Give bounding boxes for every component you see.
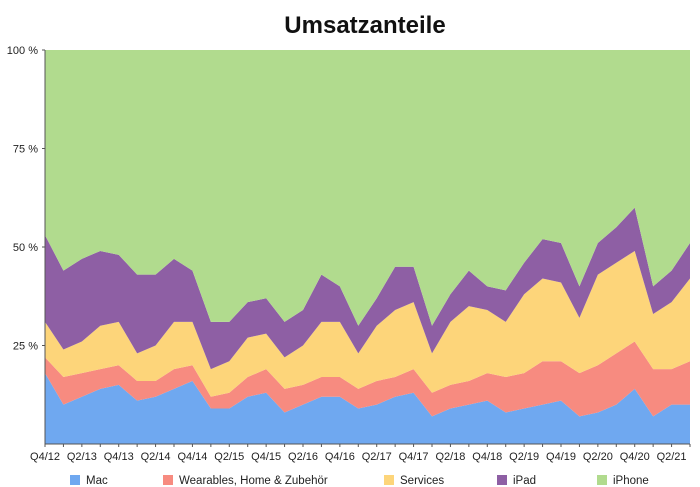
x-tick-label: Q4/13	[104, 451, 134, 463]
legend-swatch	[384, 475, 394, 485]
area-iphone	[45, 50, 690, 326]
legend-item-ipad: iPad	[497, 475, 536, 487]
legend: Mac Wearables, Home & Zubehör Services iPad…	[70, 475, 649, 487]
x-tick-label: Q4/16	[325, 451, 355, 463]
x-tick-label: Q2/20	[583, 451, 613, 463]
area-services	[45, 250, 690, 397]
area-wearables-home-zubeh-r	[45, 341, 690, 417]
x-tick-label: Q4/14	[177, 451, 207, 463]
legend-label: Wearables, Home & Zubehör	[179, 475, 328, 487]
legend-item-mac: Mac	[70, 475, 108, 487]
legend-label: iPhone	[613, 475, 649, 487]
y-tick-labels: 100 % 75 % 50 % 25 %	[7, 45, 38, 353]
legend-item-services: Services	[384, 475, 444, 487]
y-tick-label: 75 %	[13, 144, 38, 156]
x-tick-label: Q4/12	[30, 451, 60, 463]
area-layers	[45, 50, 690, 444]
y-tick-label: 50 %	[13, 242, 38, 254]
legend-item-wearables-home-zubeh-r: Wearables, Home & Zubehör	[163, 475, 328, 487]
x-tick-label: Q2/21	[657, 451, 687, 463]
x-tick-label: Q4/17	[399, 451, 429, 463]
x-tick-label: Q2/19	[509, 451, 539, 463]
area-ipad	[45, 207, 690, 370]
legend-label: Services	[400, 475, 444, 487]
x-tick-label: Q4/15	[251, 451, 281, 463]
x-tick-label: Q2/17	[362, 451, 392, 463]
x-tick-label: Q2/13	[67, 451, 97, 463]
x-tick-label: Q2/15	[214, 451, 244, 463]
legend-item-iphone: iPhone	[597, 475, 649, 487]
area-mac	[45, 373, 690, 444]
legend-label: Mac	[86, 475, 108, 487]
x-tick-label: Q2/16	[288, 451, 318, 463]
x-tick-labels: Q4/12 Q2/13 Q4/13 Q2/14 Q4/14 Q2/15 Q4/15 Q2/16…	[30, 451, 687, 463]
legend-swatch	[163, 475, 173, 485]
x-tick-label: Q4/18	[472, 451, 502, 463]
y-tick-label: 100 %	[7, 45, 38, 57]
chart-title: Umsatzanteile	[284, 12, 445, 39]
x-tick-label: Q4/20	[620, 451, 650, 463]
legend-swatch	[597, 475, 607, 485]
legend-swatch	[70, 475, 80, 485]
y-tick-label: 25 %	[13, 341, 38, 353]
axes	[42, 49, 691, 447]
legend-label: iPad	[513, 475, 536, 487]
legend-swatch	[497, 475, 507, 485]
x-tick-label: Q4/19	[546, 451, 576, 463]
x-tick-label: Q2/14	[141, 451, 171, 463]
x-tick-label: Q2/18	[435, 451, 465, 463]
